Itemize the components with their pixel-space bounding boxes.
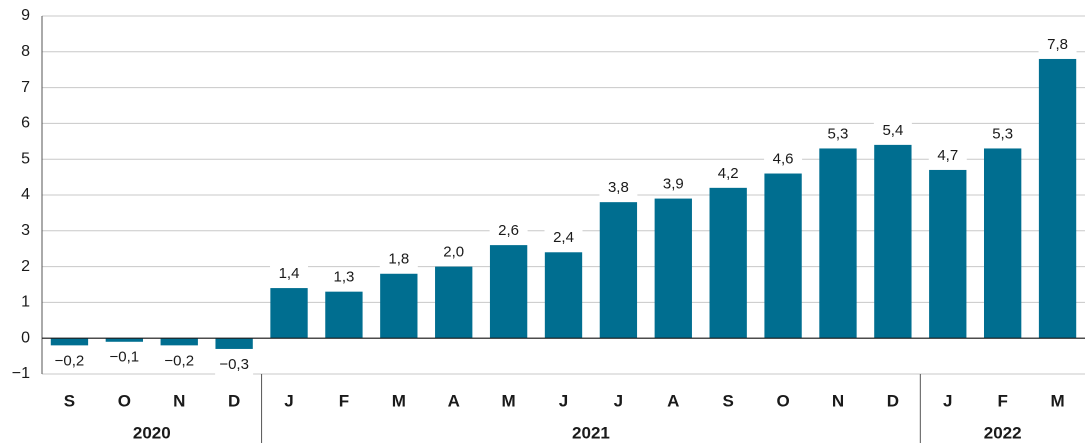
bar	[544, 252, 583, 339]
y-tick-label: 3	[21, 222, 30, 239]
x-tick-label: O	[776, 391, 789, 410]
y-tick-label: −1	[12, 365, 30, 382]
y-tick-label: 0	[21, 329, 30, 346]
y-tick-label: 8	[21, 43, 30, 60]
value-label: 5,3	[828, 125, 849, 142]
value-label: 4,7	[937, 147, 958, 164]
label-bg	[215, 354, 254, 375]
label-bg	[270, 264, 309, 285]
x-tick-label: F	[997, 391, 1007, 410]
x-tick-label: D	[887, 391, 899, 410]
x-tick-label: J	[559, 391, 568, 410]
year-label: 2022	[984, 423, 1022, 442]
value-label: −0,2	[164, 352, 194, 369]
x-tick-label: A	[667, 391, 679, 410]
label-bg	[599, 178, 638, 199]
x-tick-label: J	[284, 391, 293, 410]
label-bg	[654, 174, 693, 195]
x-tick-label: J	[943, 391, 952, 410]
label-bg	[983, 124, 1022, 145]
y-tick-label: 7	[21, 79, 30, 96]
x-tick-label: M	[1050, 391, 1064, 410]
y-tick-label: 6	[21, 115, 30, 132]
label-bg	[544, 228, 583, 249]
value-label: −0,3	[219, 356, 249, 373]
label-bg	[434, 242, 473, 263]
bar	[654, 198, 692, 339]
x-tick-label: S	[64, 391, 75, 410]
x-tick-label: N	[832, 391, 844, 410]
label-bg	[818, 124, 857, 145]
value-label: 2,6	[498, 222, 519, 239]
label-bg	[709, 163, 748, 184]
label-bg	[928, 145, 967, 166]
value-label: 5,3	[992, 125, 1013, 142]
x-tick-label: M	[392, 391, 406, 410]
year-label: 2021	[572, 423, 610, 442]
bar	[435, 266, 473, 339]
bar	[874, 144, 912, 339]
value-label: −0,2	[55, 352, 85, 369]
bar	[380, 273, 418, 339]
value-label: 3,9	[663, 176, 684, 193]
label-bg	[764, 149, 803, 170]
x-tick-label: D	[228, 391, 240, 410]
value-label: 2,4	[553, 229, 574, 246]
label-bg	[105, 347, 144, 368]
value-label: 5,4	[882, 122, 903, 139]
x-tick-label: J	[614, 391, 623, 410]
x-tick-label: A	[448, 391, 460, 410]
value-label: 2,0	[443, 244, 464, 261]
bar	[489, 245, 528, 339]
bar	[160, 338, 198, 346]
label-bg	[160, 351, 199, 372]
label-bg	[489, 221, 528, 242]
value-label: −0,1	[110, 349, 140, 366]
value-label: 1,4	[279, 265, 300, 282]
value-label: 3,8	[608, 179, 629, 196]
y-tick-label: 1	[21, 294, 30, 311]
bar	[764, 173, 802, 339]
label-bg	[873, 120, 912, 141]
bar	[50, 338, 89, 346]
x-tick-label: N	[173, 391, 185, 410]
bar	[983, 148, 1022, 339]
y-tick-label: 5	[21, 150, 30, 167]
x-tick-label: M	[502, 391, 516, 410]
label-bg	[379, 249, 418, 270]
value-label: 4,6	[773, 150, 794, 167]
bar	[819, 148, 857, 339]
bar	[1038, 58, 1077, 339]
value-label: 1,8	[388, 251, 409, 268]
x-tick-label: S	[723, 391, 734, 410]
value-label: 7,8	[1047, 36, 1068, 53]
bar	[929, 169, 967, 339]
x-tick-label: F	[339, 391, 349, 410]
bar	[709, 187, 747, 339]
bar	[215, 338, 253, 349]
y-tick-label: 9	[21, 7, 30, 24]
x-tick-label: O	[118, 391, 131, 410]
y-tick-label: 2	[21, 258, 30, 275]
bar	[325, 291, 363, 339]
value-label: 4,2	[718, 165, 739, 182]
bar	[270, 288, 308, 339]
year-label: 2020	[133, 423, 171, 442]
bar	[599, 202, 638, 339]
label-bg	[324, 267, 363, 288]
value-label: 1,3	[333, 269, 354, 286]
label-bg	[1038, 34, 1077, 55]
y-tick-label: 4	[21, 186, 30, 203]
label-bg	[50, 351, 89, 372]
bar	[105, 338, 144, 342]
